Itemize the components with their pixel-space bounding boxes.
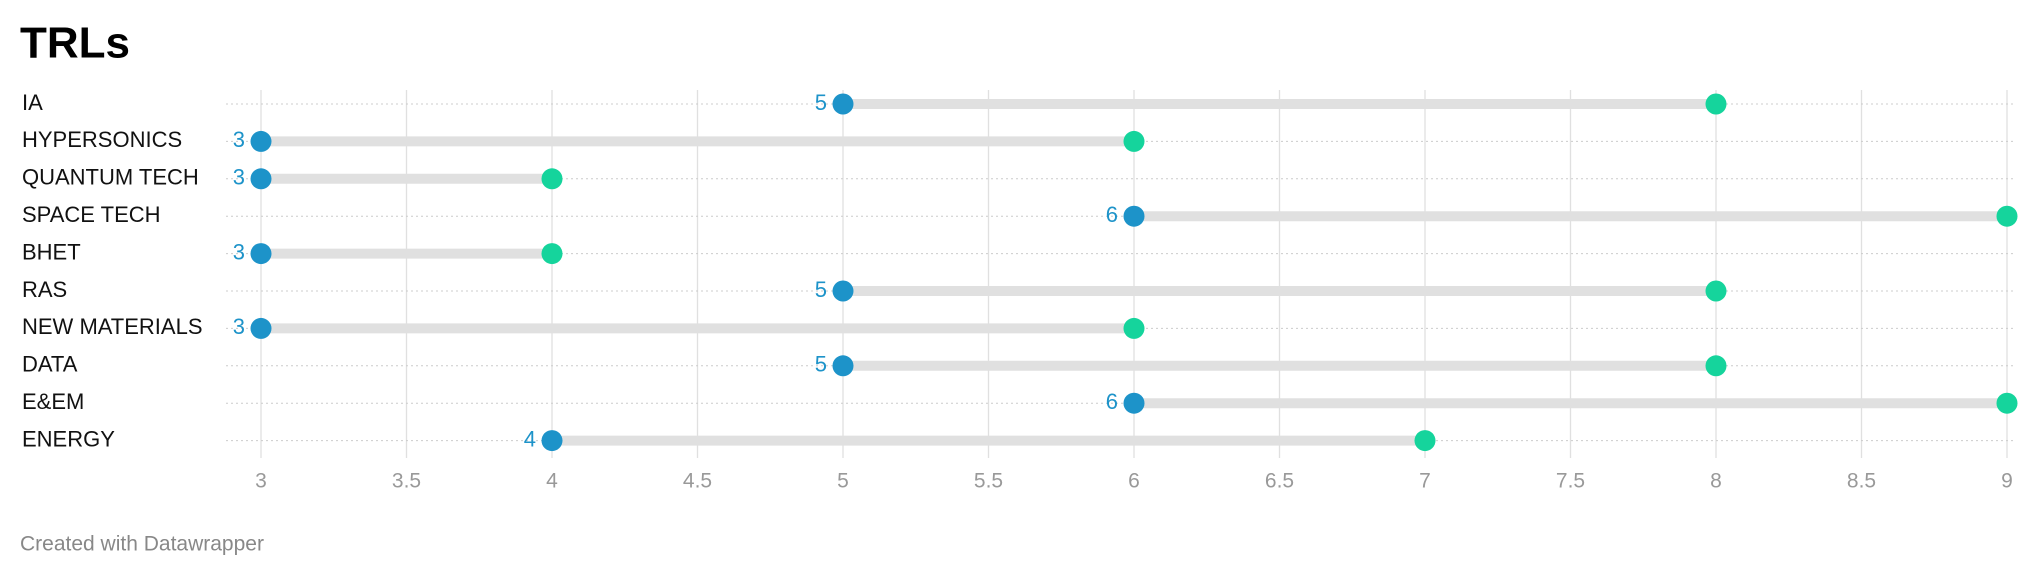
x-tick-label: 7 <box>1419 470 1431 493</box>
category-label: QUANTUM TECH <box>22 165 199 190</box>
category-label: E&EM <box>22 389 84 414</box>
x-tick-label: 5.5 <box>974 470 1003 493</box>
value-label: 3 <box>233 314 245 339</box>
x-tick-label: 6.5 <box>1265 470 1294 493</box>
end-dot <box>1996 392 2018 414</box>
end-dot <box>1705 93 1727 115</box>
value-label: 3 <box>233 127 245 152</box>
start-dot <box>832 355 854 377</box>
value-label: 6 <box>1106 389 1118 414</box>
end-dot <box>1705 280 1727 302</box>
chart-title: TRLs <box>20 19 130 68</box>
end-dot <box>1705 355 1727 377</box>
category-label: BHET <box>22 239 81 264</box>
category-label: RAS <box>22 277 67 302</box>
category-label: ENERGY <box>22 426 115 451</box>
value-label: 5 <box>815 277 827 302</box>
value-label: 4 <box>524 426 536 451</box>
value-label: 6 <box>1106 202 1118 227</box>
start-dot <box>250 243 272 265</box>
category-label: NEW MATERIALS <box>22 314 203 339</box>
x-tick-label: 4 <box>546 470 558 493</box>
x-tick-label: 3 <box>255 470 267 493</box>
x-tick-label: 8 <box>1710 470 1722 493</box>
x-tick-label: 3.5 <box>392 470 421 493</box>
start-dot <box>250 317 272 339</box>
start-dot <box>1123 205 1145 227</box>
footer: Created with Datawrapper <box>20 533 264 556</box>
x-tick-label: 6 <box>1128 470 1140 493</box>
end-dot <box>541 243 563 265</box>
category-label: DATA <box>22 352 78 377</box>
value-label: 3 <box>233 165 245 190</box>
start-dot <box>832 280 854 302</box>
category-label: HYPERSONICS <box>22 127 182 152</box>
end-dot <box>1123 317 1145 339</box>
category-label: SPACE TECH <box>22 202 161 227</box>
end-dot <box>1996 205 2018 227</box>
start-dot <box>1123 392 1145 414</box>
start-dot <box>832 93 854 115</box>
x-tick-label: 9 <box>2001 470 2013 493</box>
start-dot <box>250 130 272 152</box>
category-label: IA <box>22 90 43 115</box>
end-dot <box>1123 130 1145 152</box>
end-dot <box>541 168 563 190</box>
x-tick-label: 4.5 <box>683 470 712 493</box>
x-tick-label: 8.5 <box>1847 470 1876 493</box>
end-dot <box>1414 430 1436 452</box>
x-tick-label: 5 <box>837 470 849 493</box>
start-dot <box>541 430 563 452</box>
start-dot <box>250 168 272 190</box>
value-label: 3 <box>233 239 245 264</box>
value-label: 5 <box>815 90 827 115</box>
x-tick-label: 7.5 <box>1556 470 1585 493</box>
value-label: 5 <box>815 352 827 377</box>
